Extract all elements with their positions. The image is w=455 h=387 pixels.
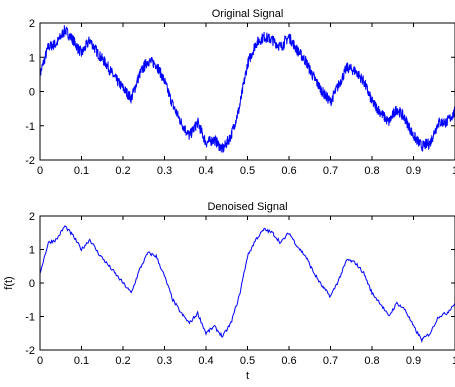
x-tick-label: 0.7 bbox=[323, 165, 338, 177]
x-axis-label: t bbox=[246, 370, 249, 382]
y-tick-label: 1 bbox=[29, 245, 35, 257]
chart-title: Denoised Signal bbox=[207, 201, 287, 213]
y-tick-label: 0 bbox=[29, 278, 35, 290]
x-tick-label: 0.1 bbox=[74, 355, 89, 367]
y-tick-label: -1 bbox=[25, 121, 35, 133]
x-tick-label: 0.7 bbox=[323, 355, 338, 367]
x-tick-label: 0.4 bbox=[198, 165, 213, 177]
x-tick-label: 0.6 bbox=[281, 355, 296, 367]
x-tick-label: 0 bbox=[37, 165, 43, 177]
y-tick-label: 2 bbox=[29, 211, 35, 223]
x-tick-label: 1 bbox=[452, 355, 455, 367]
x-tick-label: 0.3 bbox=[157, 355, 172, 367]
x-tick-label: 0.2 bbox=[115, 355, 130, 367]
denoised-signal-panel: Denoised Signal f(t) t 0 0.1 0.2 0.3 0.4 0.5 0… bbox=[3, 201, 455, 382]
axes-frame bbox=[39, 215, 455, 351]
x-tick-label: 0.3 bbox=[157, 165, 172, 177]
x-tick-label: 0.6 bbox=[281, 165, 296, 177]
y-tick-label: -2 bbox=[25, 345, 35, 357]
x-tick-label: 0.8 bbox=[364, 355, 379, 367]
x-tick-label: 1 bbox=[452, 165, 455, 177]
x-tick-label: 0.9 bbox=[406, 355, 421, 367]
series-line bbox=[40, 25, 455, 153]
chart-title: Original Signal bbox=[212, 8, 284, 20]
x-tick-label: 0.2 bbox=[115, 165, 130, 177]
y-tick-label: -2 bbox=[25, 155, 35, 167]
y-tick-label: 0 bbox=[29, 87, 35, 99]
y-axis-label: f(t) bbox=[3, 276, 15, 289]
x-tick-label: 0.8 bbox=[364, 165, 379, 177]
x-tick-label: 0.1 bbox=[74, 165, 89, 177]
y-tick-label: 2 bbox=[29, 18, 35, 30]
original-signal-panel: Original Signal 0 0.1 0.2 0.3 0.4 0.5 0.6 0.7 0.… bbox=[25, 8, 455, 177]
x-tick-label: 0.5 bbox=[240, 355, 255, 367]
series-line bbox=[40, 225, 455, 344]
axes-frame bbox=[39, 22, 455, 161]
y-tick-label: -1 bbox=[25, 312, 35, 324]
x-tick-label: 0 bbox=[37, 355, 43, 367]
x-tick-label: 0.4 bbox=[198, 355, 213, 367]
x-tick-label: 0.5 bbox=[240, 165, 255, 177]
y-tick-label: 1 bbox=[29, 52, 35, 64]
x-tick-label: 0.9 bbox=[406, 165, 421, 177]
